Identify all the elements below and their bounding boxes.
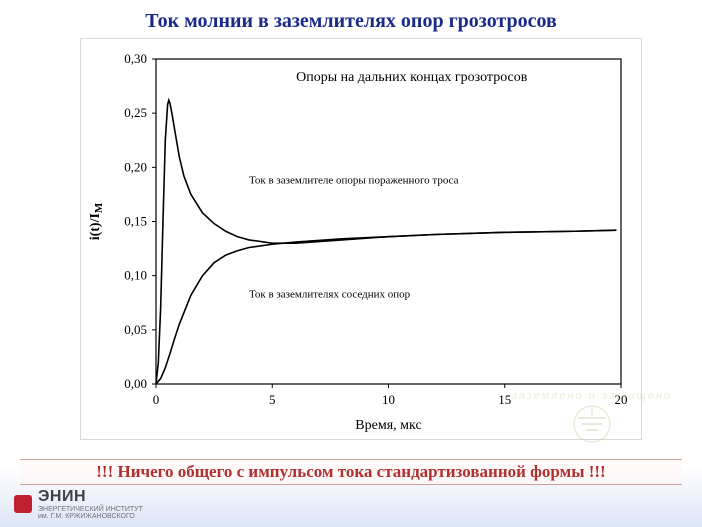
svg-text:5: 5 [269,392,276,407]
svg-text:0,20: 0,20 [124,159,147,174]
logo-block: ЭНИН ЭНЕРГЕТИЧЕСКИЙ ИНСТИТУТим. Г.М. КРЖ… [14,488,143,521]
svg-text:0: 0 [153,392,160,407]
svg-text:0,05: 0,05 [124,322,147,337]
logo-subtitle: ЭНЕРГЕТИЧЕСКИЙ ИНСТИТУТим. Г.М. КРЖИЖАНО… [38,506,143,521]
svg-text:Ток в заземлителях соседних оп: Ток в заземлителях соседних опор [249,288,411,300]
svg-text:Время, мкс: Время, мкс [355,418,421,433]
svg-text:0,10: 0,10 [124,268,147,283]
chart-container: 0,00 0,05 0,10 0,15 0,20 0,25 0,30 0 5 10 15 20 Опор… [80,38,642,440]
svg-text:Опоры на дальних концах грозот: Опоры на дальних концах грозотросов [296,70,528,85]
logo-mark-icon [14,495,32,513]
svg-text:0,15: 0,15 [124,214,147,229]
svg-text:i(t)/IM: i(t)/IM [88,202,105,240]
footer-note: !!! Ничего общего с импульсом тока станд… [20,459,682,485]
svg-text:10: 10 [382,392,395,407]
lightning-current-chart: 0,00 0,05 0,10 0,15 0,20 0,25 0,30 0 5 10 15 20 Опор… [81,39,641,439]
svg-text:20: 20 [615,392,628,407]
svg-text:Ток в заземлителе опоры пораже: Ток в заземлителе опоры пораженного трос… [249,175,459,187]
svg-text:0,25: 0,25 [124,105,147,120]
logo-name: ЭНИН [38,488,143,506]
svg-text:0,00: 0,00 [124,376,147,391]
svg-text:0,30: 0,30 [124,51,147,66]
slide-title: Ток молнии в заземлителях опор грозотрос… [0,10,702,33]
svg-text:15: 15 [498,392,511,407]
